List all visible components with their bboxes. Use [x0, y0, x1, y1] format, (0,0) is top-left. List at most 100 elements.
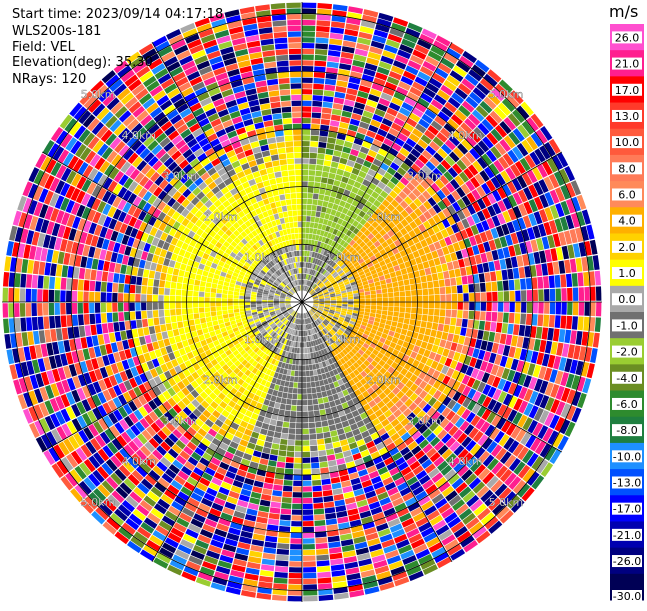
velocity-gate — [307, 280, 310, 286]
velocity-gate — [518, 400, 529, 414]
velocity-gate — [266, 530, 278, 537]
velocity-gate — [262, 386, 269, 394]
velocity-gate — [352, 310, 359, 314]
velocity-gate — [336, 267, 342, 273]
velocity-gate — [72, 278, 79, 291]
velocity-gate — [230, 279, 237, 285]
velocity-gate — [336, 510, 348, 518]
velocity-gate — [432, 370, 441, 380]
velocity-gate — [260, 379, 267, 386]
velocity-gate — [461, 218, 470, 229]
velocity-gate — [392, 281, 399, 288]
velocity-gate — [187, 313, 194, 320]
velocity-gate — [361, 321, 368, 327]
velocity-gate — [119, 447, 131, 460]
velocity-gate — [97, 334, 105, 346]
velocity-gate — [391, 471, 403, 482]
velocity-gate — [222, 310, 228, 315]
velocity-gate — [124, 320, 132, 330]
velocity-gate — [437, 382, 447, 393]
velocity-gate — [514, 313, 521, 324]
velocity-gate — [360, 370, 368, 378]
velocity-gate — [334, 312, 340, 317]
velocity-gate — [548, 275, 555, 288]
velocity-gate — [200, 497, 213, 508]
velocity-gate — [347, 344, 354, 351]
velocity-gate — [404, 335, 412, 343]
velocity-gate — [124, 311, 130, 321]
velocity-gate — [275, 327, 281, 333]
velocity-gate — [338, 283, 345, 288]
velocity-gate — [405, 389, 414, 398]
velocity-gate — [223, 476, 234, 485]
velocity-gate — [376, 18, 392, 28]
velocity-gate — [274, 566, 289, 573]
velocity-gate — [282, 310, 288, 315]
velocity-gate — [339, 384, 347, 391]
velocity-gate — [181, 289, 188, 296]
velocity-gate — [204, 297, 210, 302]
velocity-gate — [532, 289, 538, 302]
velocity-gate — [225, 383, 234, 392]
velocity-gate — [367, 217, 375, 225]
velocity-gate — [270, 288, 276, 292]
velocity-gate — [250, 544, 264, 553]
velocity-gate — [342, 332, 349, 338]
velocity-gate — [196, 462, 207, 472]
velocity-gate — [325, 265, 331, 271]
velocity-gate — [297, 324, 300, 331]
velocity-gate — [584, 302, 590, 316]
velocity-gate — [248, 418, 257, 426]
velocity-gate — [288, 308, 293, 312]
velocity-gate — [462, 310, 469, 319]
velocity-gate — [285, 375, 291, 382]
velocity-gate — [303, 572, 317, 579]
velocity-gate — [328, 465, 338, 473]
velocity-gate — [377, 341, 384, 348]
velocity-gate — [157, 339, 165, 349]
velocity-gate — [131, 469, 144, 482]
velocity-gate — [65, 352, 74, 365]
velocity-gate — [211, 423, 221, 433]
velocity-gate — [302, 106, 312, 112]
velocity-gate — [220, 327, 227, 333]
velocity-gate — [360, 569, 376, 578]
velocity-gate — [88, 222, 97, 235]
velocity-gate — [582, 378, 592, 394]
velocity-gate — [304, 313, 307, 319]
velocity-gate — [213, 471, 225, 481]
velocity-gate — [508, 279, 515, 291]
velocity-gate — [239, 298, 245, 302]
velocity-gate — [245, 472, 256, 480]
velocity-gate — [81, 179, 92, 192]
velocity-gate — [465, 227, 474, 238]
velocity-gate — [273, 372, 279, 379]
velocity-gate — [204, 307, 211, 313]
velocity-gate — [103, 333, 111, 344]
velocity-gate — [320, 355, 325, 362]
velocity-gate — [441, 407, 451, 418]
velocity-gate — [74, 230, 83, 243]
velocity-gate — [310, 451, 319, 457]
velocity-gate — [441, 448, 453, 460]
velocity-gate — [394, 576, 410, 587]
velocity-gate — [262, 302, 268, 305]
velocity-gate — [496, 366, 505, 378]
velocity-gate — [452, 65, 467, 78]
velocity-gate — [311, 462, 320, 469]
velocity-gate — [334, 340, 341, 347]
velocity-gate — [363, 213, 371, 222]
velocity-gate — [335, 452, 344, 460]
velocity-gate — [235, 333, 243, 340]
velocity-gate — [289, 309, 294, 314]
velocity-gate — [374, 186, 383, 195]
velocity-gate — [291, 509, 302, 515]
velocity-gate — [200, 280, 206, 287]
velocity-gate — [175, 295, 181, 302]
velocity-gate — [55, 328, 63, 341]
velocity-gate — [337, 329, 344, 335]
velocity-gate — [293, 329, 296, 336]
velocity-gate — [404, 398, 414, 408]
velocity-gate — [140, 251, 149, 261]
velocity-gate — [270, 313, 277, 318]
